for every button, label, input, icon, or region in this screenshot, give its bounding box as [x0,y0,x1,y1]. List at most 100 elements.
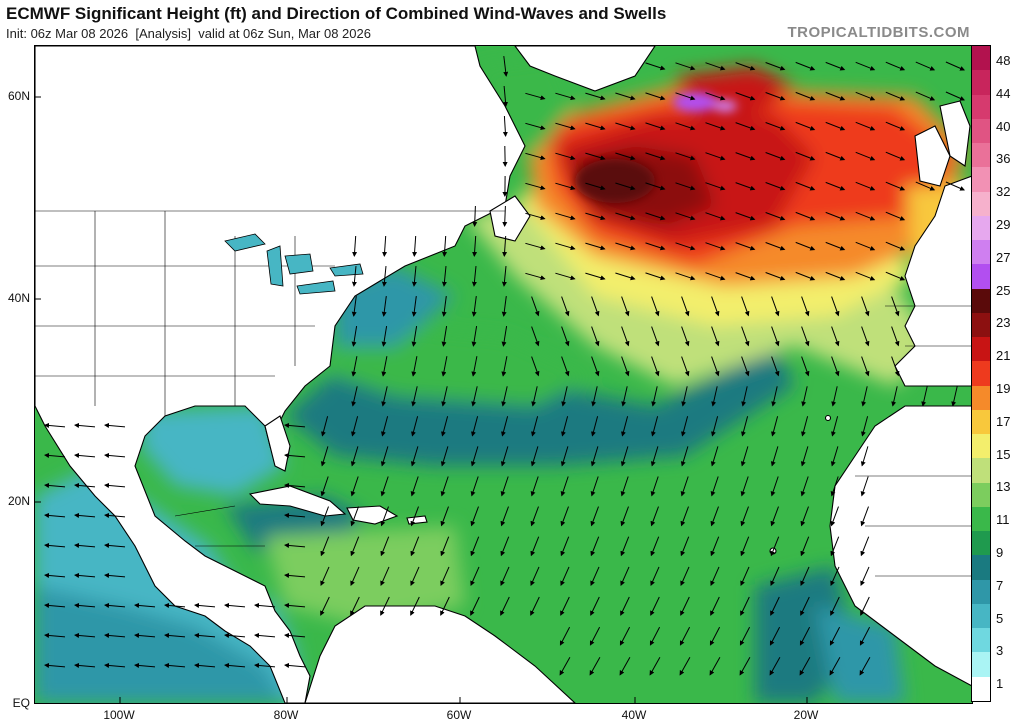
wave-arrow [771,386,778,407]
wave-arrow [590,506,599,527]
wave-arrow [284,542,306,548]
wave-arrow [590,476,599,497]
colorbar-segment [972,603,990,628]
wave-arrow [795,61,816,71]
colorbar-segment [972,312,990,337]
wave-arrow [412,235,418,257]
wave-arrow [502,235,508,257]
wave-arrow [381,266,387,287]
wave-arrow [741,326,750,347]
wave-arrow [705,242,726,251]
wave-arrow [891,386,898,407]
wave-arrow [44,542,66,548]
wave-arrow [740,476,749,497]
wave-arrow [741,416,749,437]
wave-arrow [471,326,478,347]
wave-arrow [765,62,786,71]
colorbar-label: 48 [996,53,1011,68]
wave-arrow [320,506,329,527]
wave-arrow [710,446,719,467]
lon-label-60w: 60W [446,708,472,722]
wave-arrow [382,235,388,257]
wave-arrow [585,242,606,251]
wave-arrow [681,296,690,317]
wave-arrow [321,416,329,437]
wave-arrow [740,566,750,587]
political-borders [35,210,972,577]
wave-arrow [585,92,606,101]
wave-arrow [735,92,756,101]
wave-arrow [440,596,450,616]
wave-arrow [795,91,816,101]
wave-arrow [675,152,696,161]
colorbar-segment [972,215,990,240]
colorbar-label: 17 [996,413,1011,429]
colorbar-label: 13 [996,479,1011,495]
wave-arrow [735,272,756,281]
wave-arrow [765,242,786,251]
wave-arrow [740,446,749,467]
wave-arrow [561,386,568,407]
wave-arrow [860,596,870,616]
wave-arrow [830,446,839,467]
wave-arrow [74,422,96,428]
wave-arrow [381,386,388,407]
wave-arrow [741,386,748,407]
colorbar-segment [972,118,990,143]
wave-arrow [771,356,780,377]
wave-arrow [711,416,719,437]
wave-arrow [441,296,447,317]
wave-arrow [350,566,360,587]
wave-arrow [530,476,539,497]
colorbar-label: 23 [996,315,1011,331]
wave-arrow [825,121,846,131]
wave-arrow [829,657,841,676]
wave-arrow [680,596,690,616]
wave-arrow [500,536,510,557]
wave-arrow [501,416,509,437]
wave-arrow [855,121,876,131]
wave-arrow [530,596,540,616]
wave-arrow [860,566,870,587]
wave-arrow [502,205,508,227]
wave-arrow [134,602,156,608]
wave-arrow [164,602,186,608]
wave-arrow [680,446,689,467]
wave-arrow [645,152,666,161]
wave-arrow [829,626,841,646]
wave-arrow [891,326,900,347]
wave-arrow [104,452,126,458]
colorbar-label: 5 [996,610,1004,626]
colorbar-segment [972,94,990,119]
wave-arrow [885,241,906,251]
wave-arrow [501,296,507,317]
wave-arrow [500,566,510,587]
wave-arrow [681,356,690,377]
wave-arrow [860,536,870,557]
wave-arrow [675,182,696,191]
colorbar-segment [972,385,990,410]
wave-arrow [134,632,156,638]
wave-arrow [675,212,696,221]
wave-arrow [650,506,659,527]
wave-arrow [381,326,388,347]
wave-arrow [440,506,449,527]
analysis-tag: [Analysis] [135,26,192,41]
wave-arrow [831,386,838,407]
wave-arrow [620,536,630,557]
wave-arrow [531,296,540,317]
wave-arrow [44,662,66,668]
wave-arrow [471,296,477,317]
wave-arrow [411,416,419,437]
wave-arrow [650,596,660,616]
wave-arrow [194,602,216,608]
wave-arrow [650,476,659,497]
colorbar-segment [972,628,990,653]
wave-arrow [801,326,810,347]
wave-arrow [585,152,606,161]
wave-arrow [649,626,661,646]
wave-arrow [735,212,756,221]
wave-arrow [525,272,546,281]
wave-arrow [525,122,546,131]
wave-arrow [254,602,276,608]
